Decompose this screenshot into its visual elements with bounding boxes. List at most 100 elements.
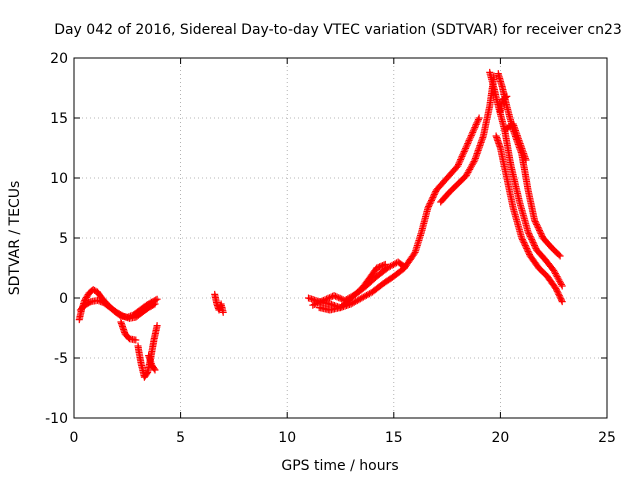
data-point-plus [528, 237, 536, 245]
data-point-plus [533, 221, 541, 228]
data-point-plus [457, 154, 465, 162]
data-point-plus [516, 138, 524, 146]
data-point-plus [524, 228, 532, 236]
data-point-plus [326, 294, 333, 302]
data-point-plus [518, 234, 526, 242]
data-point-plus [332, 292, 340, 300]
axis-ticks: 0 5 10 15 20 25 -10 -5 0 5 10 15 20 [45, 51, 616, 446]
y-tick-label: 5 [59, 231, 68, 247]
data-point-plus [458, 152, 466, 160]
data-point-plus [352, 297, 360, 305]
data-point-plus [521, 153, 529, 161]
data-point-plus [388, 261, 396, 269]
data-point-plus [467, 133, 475, 141]
data-point-plus [318, 297, 326, 305]
data-point-plus [529, 239, 537, 246]
data-point-plus [459, 151, 467, 159]
data-point-plus [467, 132, 475, 140]
data-point-plus [537, 230, 545, 237]
data-point-plus [427, 198, 435, 206]
data-point-plus [528, 236, 536, 243]
data-point-plus [555, 251, 563, 259]
data-point-plus [470, 125, 478, 133]
data-point-plus [430, 192, 438, 200]
data-point-plus [463, 141, 471, 149]
data-point-plus [460, 148, 468, 156]
data-point-plus [425, 201, 433, 209]
data-point-plus [430, 191, 438, 198]
data-point-plus [474, 117, 482, 125]
data-point-plus [359, 293, 367, 301]
data-point-plus [557, 279, 564, 287]
data-point-plus [426, 200, 434, 207]
data-point-plus [470, 158, 478, 166]
data-point-plus [132, 336, 140, 344]
data-point-plus [153, 295, 161, 303]
data-point-plus [219, 308, 227, 316]
data-point-plus [464, 140, 472, 148]
data-point-plus [524, 248, 532, 255]
data-point-plus [553, 287, 561, 295]
y-tick-label: 15 [50, 111, 68, 127]
data-point-plus [150, 301, 158, 309]
data-point-plus [468, 130, 476, 138]
data-point-plus [522, 156, 530, 164]
data-point-plus [510, 122, 518, 130]
data-point-plus [552, 271, 560, 279]
x-tick-label: 25 [598, 430, 616, 446]
data-point-plus [555, 292, 563, 300]
data-point-plus [536, 228, 544, 236]
data-point-plus [536, 227, 543, 234]
data-point-plus [473, 119, 481, 127]
data-point-plus [555, 276, 563, 284]
data-point-plus [527, 234, 535, 242]
data-point-plus [347, 300, 355, 308]
data-point-plus [152, 296, 160, 304]
data-point-plus [312, 300, 320, 308]
data-point-plus [401, 263, 408, 271]
data-point-plus [321, 296, 329, 304]
data-point-plus [364, 291, 372, 299]
data-point-plus [514, 133, 522, 141]
data-point-plus [531, 216, 538, 224]
data-point-plus [424, 204, 432, 212]
data-point-plus [399, 262, 407, 270]
data-point-plus [358, 294, 366, 302]
data-point-plus [385, 263, 393, 271]
x-tick-label: 0 [70, 430, 79, 446]
data-point-plus [355, 296, 363, 304]
data-point-plus [410, 250, 418, 258]
data-point-plus [323, 295, 330, 303]
chart-title: Day 042 of 2016, Sidereal Day-to-day VTE… [54, 22, 622, 38]
data-point-plus [309, 301, 317, 309]
data-point-plus [425, 203, 433, 210]
data-point-plus [150, 365, 158, 373]
data-point-plus [558, 296, 565, 304]
data-point-plus [517, 143, 525, 151]
data-markers [75, 68, 566, 381]
data-point-plus [534, 224, 542, 231]
data-point-plus [535, 225, 543, 233]
data-point-plus [521, 240, 529, 248]
x-axis-label: GPS time / hours [281, 458, 398, 474]
data-point-plus [464, 169, 472, 176]
data-point-plus [466, 135, 474, 143]
data-point-plus [558, 282, 566, 290]
data-point-plus [472, 120, 480, 128]
data-point-plus [533, 222, 541, 230]
data-point-plus [319, 296, 327, 304]
data-point-plus [523, 246, 531, 254]
data-point-plus [525, 249, 533, 257]
data-point-plus [523, 245, 531, 252]
data-point-plus [330, 292, 338, 300]
data-point-plus [151, 300, 159, 308]
data-point-plus [386, 262, 394, 270]
y-tick-label: 0 [59, 291, 68, 307]
data-point-plus [518, 236, 526, 243]
data-point-plus [428, 195, 436, 203]
data-point-plus [554, 274, 562, 282]
data-point-plus [349, 299, 357, 307]
data-point-plus [153, 322, 161, 330]
data-point-plus [520, 239, 528, 246]
